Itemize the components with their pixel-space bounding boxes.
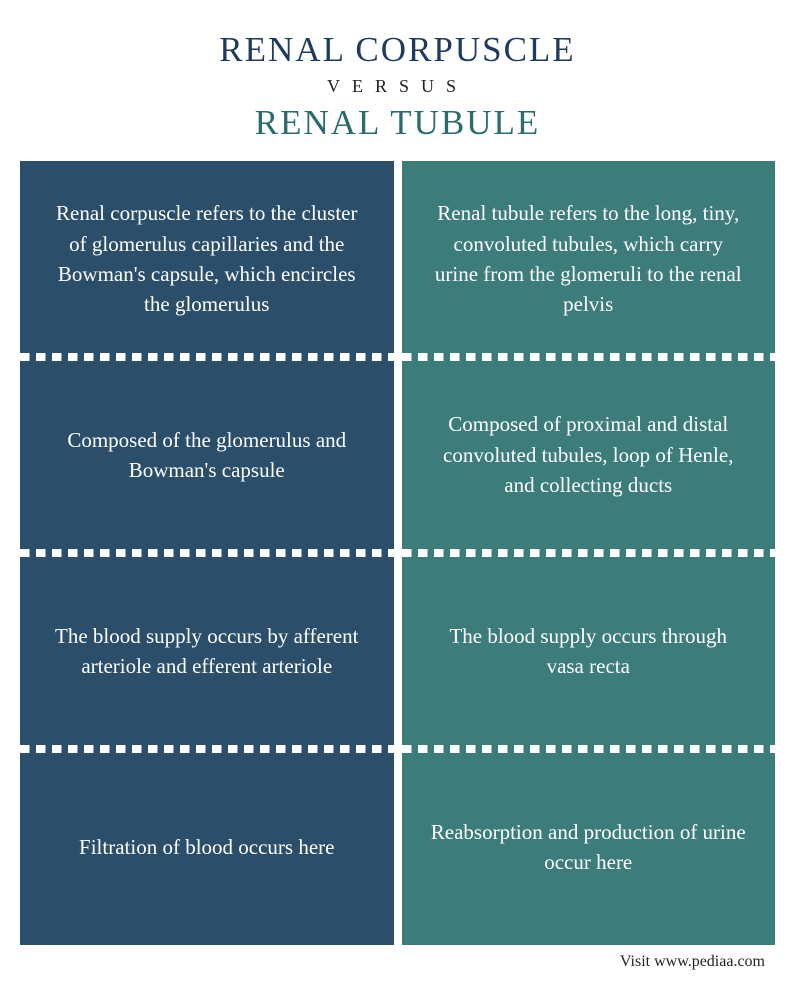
column-renal-tubule: Renal tubule refers to the long, tiny, c…: [402, 161, 776, 945]
title-left: RENAL CORPUSCLE: [20, 30, 775, 70]
footer-credit: Visit www.pediaa.com: [20, 953, 775, 971]
comparison-grid: Renal corpuscle refers to the cluster of…: [20, 161, 775, 945]
versus-label: VERSUS: [20, 76, 775, 97]
cell-left-composition: Composed of the glomerulus and Bowman's …: [20, 357, 394, 553]
cell-right-blood-supply: The blood supply occurs through vasa rec…: [402, 553, 776, 749]
header: RENAL CORPUSCLE VERSUS RENAL TUBULE: [20, 30, 775, 143]
cell-left-blood-supply: The blood supply occurs by afferent arte…: [20, 553, 394, 749]
cell-left-definition: Renal corpuscle refers to the cluster of…: [20, 161, 394, 357]
cell-left-function: Filtration of blood occurs here: [20, 749, 394, 945]
column-renal-corpuscle: Renal corpuscle refers to the cluster of…: [20, 161, 394, 945]
title-right: RENAL TUBULE: [20, 103, 775, 143]
cell-right-composition: Composed of proximal and distal convolut…: [402, 357, 776, 553]
cell-right-function: Reabsorption and production of urine occ…: [402, 749, 776, 945]
cell-right-definition: Renal tubule refers to the long, tiny, c…: [402, 161, 776, 357]
